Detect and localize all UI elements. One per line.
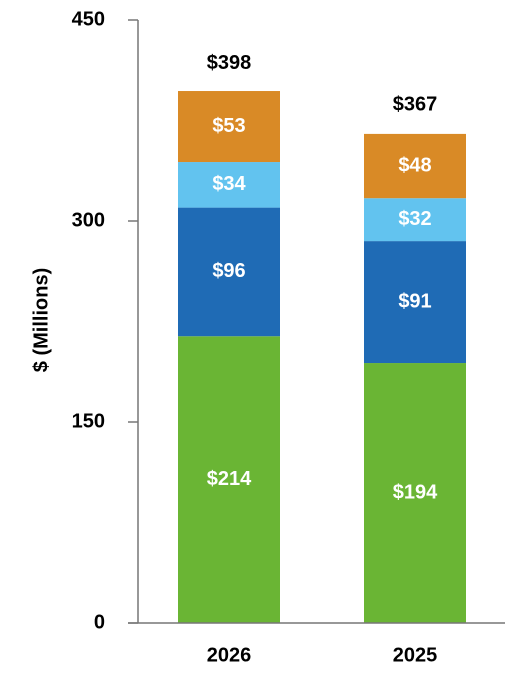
- value-label: $53: [212, 115, 245, 137]
- x-tick-label: 2026: [207, 644, 252, 666]
- bar-segment: [178, 162, 280, 208]
- bar-segment: [178, 91, 280, 163]
- value-label: $32: [398, 208, 431, 230]
- y-tick-label: 450: [72, 8, 105, 30]
- bar-segment: [364, 198, 466, 242]
- y-tick-label: 150: [72, 410, 105, 432]
- x-tick-label: 2025: [393, 644, 438, 666]
- bar-segment: [178, 336, 280, 623]
- bar-segment: [178, 207, 280, 337]
- value-label: $96: [212, 260, 245, 282]
- value-label: $48: [398, 154, 431, 176]
- value-label: $91: [398, 290, 431, 312]
- bar-segment: [364, 241, 466, 364]
- value-label: $214: [207, 468, 252, 490]
- y-tick-label: 0: [94, 611, 105, 633]
- value-label: $194: [393, 481, 438, 503]
- y-axis-label: $ (Millions): [30, 268, 52, 372]
- total-label: $398: [207, 52, 252, 74]
- y-tick-label: 300: [72, 209, 105, 231]
- value-label: $34: [212, 173, 246, 195]
- bar-segment: [364, 133, 466, 199]
- total-label: $367: [393, 94, 438, 116]
- bar-segment: [364, 363, 466, 623]
